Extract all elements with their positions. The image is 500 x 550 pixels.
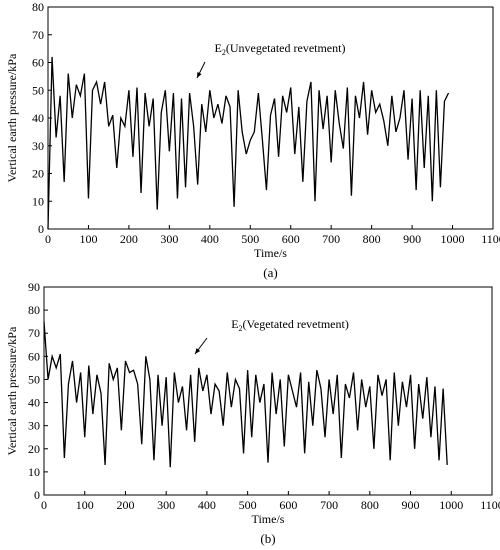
x-tick-label: 400 (198, 498, 216, 512)
y-tick-label: 10 (28, 465, 40, 479)
y-tick-label: 60 (32, 56, 44, 70)
y-tick-label: 90 (28, 280, 40, 294)
data-line (43, 321, 448, 468)
x-axis-label: Time/s (252, 512, 285, 526)
annotation-arrowhead (195, 348, 201, 354)
x-tick-label: 100 (79, 232, 97, 246)
y-tick-label: 0 (38, 222, 44, 236)
x-tick-label: 1000 (439, 498, 463, 512)
y-tick-label: 60 (28, 349, 40, 363)
annotation: E2(Unvegetated revetment) (215, 41, 346, 57)
y-tick-label: 20 (32, 167, 44, 181)
x-tick-label: 200 (116, 498, 134, 512)
x-tick-label: 500 (241, 232, 259, 246)
y-tick-label: 0 (34, 488, 40, 502)
annotation-text: (Unvegetated revetment) (226, 41, 346, 55)
x-axis-label: Time/s (254, 246, 287, 260)
x-tick-label: 600 (282, 232, 300, 246)
x-tick-label: 1000 (441, 232, 465, 246)
x-tick-label: 100 (76, 498, 94, 512)
panel-caption: (b) (260, 531, 275, 546)
y-tick-label: 80 (32, 0, 44, 14)
x-tick-label: 700 (320, 498, 338, 512)
x-tick-label: 800 (363, 232, 381, 246)
y-tick-label: 40 (28, 396, 40, 410)
panel-caption: (a) (263, 265, 277, 280)
annotation-subscript: 2 (239, 324, 243, 333)
x-tick-label: 200 (120, 232, 138, 246)
plot-frame (43, 286, 493, 496)
y-tick-label: 80 (28, 303, 40, 317)
x-tick-label: 0 (45, 232, 51, 246)
annotation: E2(Vegetated revetment) (231, 317, 349, 333)
y-tick-label: 70 (32, 28, 44, 42)
data-line (47, 56, 450, 230)
x-tick-label: 900 (402, 498, 420, 512)
x-tick-label: 900 (403, 232, 421, 246)
y-tick-label: 50 (32, 83, 44, 97)
y-axis-label: Vertical earth pressure/kPa (5, 53, 19, 182)
x-tick-label: 800 (361, 498, 379, 512)
annotation-subscript: 2 (222, 48, 226, 57)
y-tick-label: 40 (32, 111, 44, 125)
y-tick-label: 10 (32, 194, 44, 208)
x-tick-label: 0 (41, 498, 47, 512)
x-tick-label: 600 (279, 498, 297, 512)
y-tick-label: 30 (28, 419, 40, 433)
x-tick-label: 400 (201, 232, 219, 246)
y-tick-label: 50 (28, 372, 40, 386)
y-axis-label: Vertical earth pressure/kPa (5, 326, 19, 455)
x-tick-label: 500 (239, 498, 257, 512)
x-tick-label: 300 (160, 232, 178, 246)
y-tick-label: 70 (28, 326, 40, 340)
y-tick-label: 30 (32, 139, 44, 153)
annotation-arrowhead (197, 72, 202, 78)
x-tick-label: 700 (322, 232, 340, 246)
y-tick-label: 20 (28, 442, 40, 456)
annotation-main: E (231, 317, 238, 331)
annotation-text: (Vegetated revetment) (243, 317, 349, 331)
annotation-main: E (215, 41, 222, 55)
x-tick-label: 300 (157, 498, 175, 512)
